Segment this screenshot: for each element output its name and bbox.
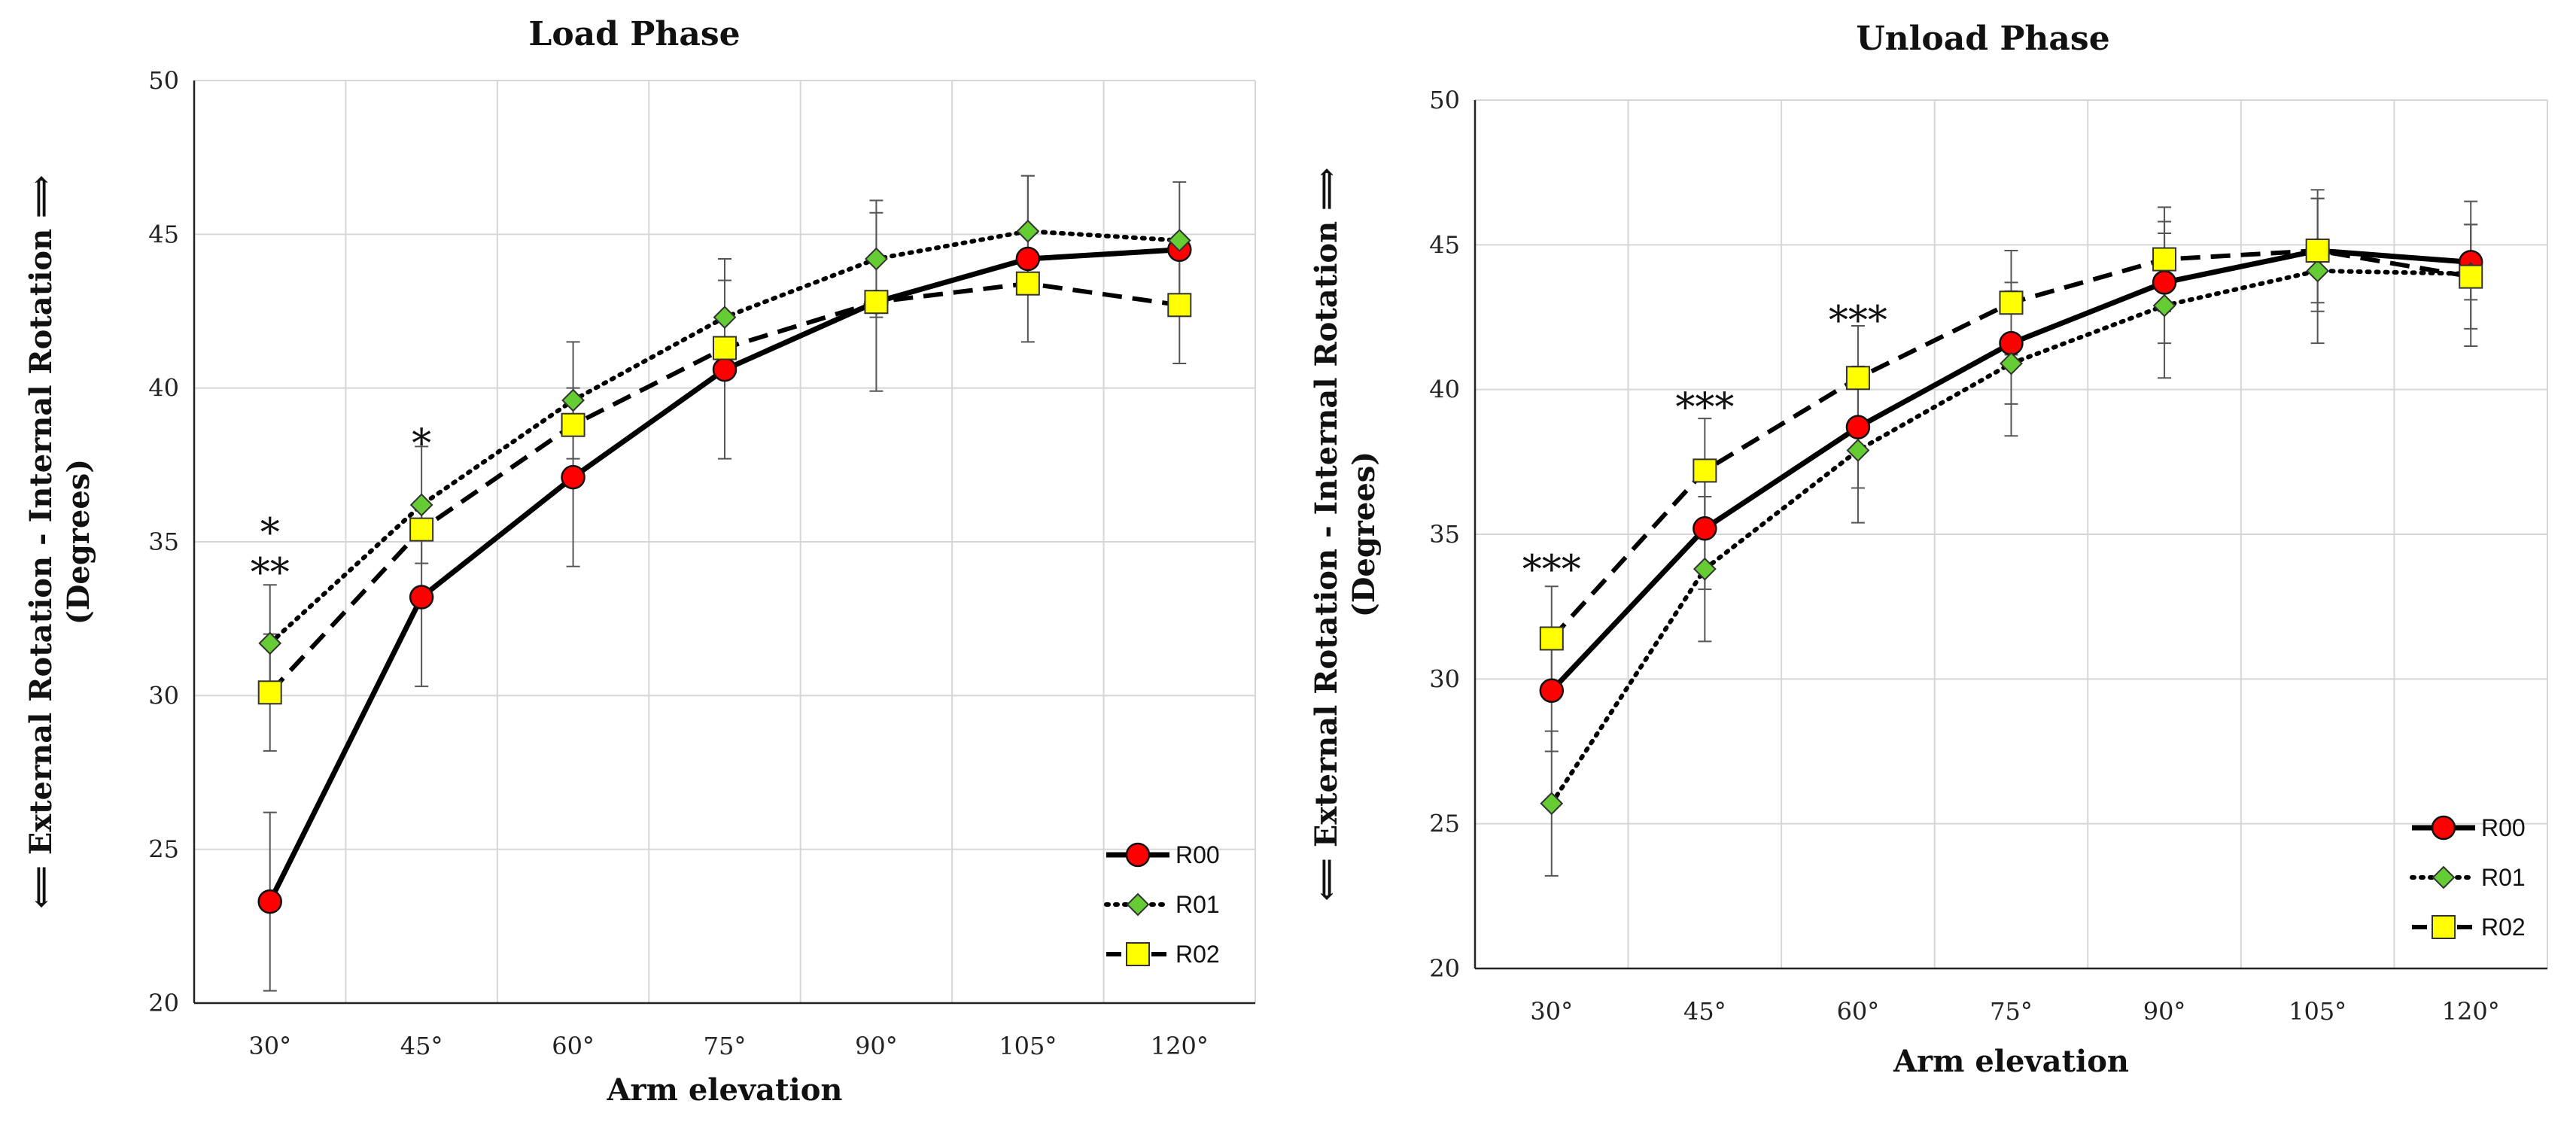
point-r00 <box>712 357 738 382</box>
x-tick-label: 120° <box>1151 1032 1209 1060</box>
x-tick-label: 75° <box>704 1032 747 1060</box>
point-r02 <box>561 412 585 437</box>
x-tick-label: 30° <box>1530 997 1573 1026</box>
chart-title: Load Phase <box>528 15 740 53</box>
y-tick-label: 20 <box>1429 954 1460 983</box>
y-tick-label: 45 <box>148 220 179 248</box>
y-tick-label: 30 <box>148 681 179 710</box>
point-r02 <box>257 680 282 705</box>
point-r00 <box>2152 270 2177 295</box>
x-tick-label: 105° <box>2289 997 2346 1026</box>
point-r00 <box>257 889 282 914</box>
point-r01 <box>409 493 433 517</box>
point-r02 <box>2459 264 2483 289</box>
unload-phase-chart: 20 25 30 35 40 45 50 30° 45° 60° 75° 90° 105° 120° Unl… <box>1309 20 2548 1079</box>
y-tick-label: 35 <box>148 528 179 556</box>
point-r01 <box>2000 351 2023 376</box>
x-axis-label: Arm elevation <box>606 1072 842 1108</box>
x-tick-label: 105° <box>999 1032 1057 1060</box>
point-r00 <box>1015 246 1041 272</box>
legend-marker-r00 <box>2431 815 2456 841</box>
x-tick-label: 45° <box>1683 997 1726 1026</box>
y-axis-label-units: (Degrees) <box>61 459 96 625</box>
legend-label-r02: R02 <box>2481 914 2526 941</box>
point-r01 <box>258 631 282 655</box>
point-r02 <box>713 336 737 360</box>
significance-marker: *** <box>1675 385 1734 430</box>
x-tick-label: 45° <box>400 1032 443 1060</box>
point-r00 <box>1999 330 2024 356</box>
point-r00 <box>561 464 585 490</box>
x-tick-label: 60° <box>1837 997 1880 1026</box>
x-tick-label: 75° <box>1990 997 2033 1026</box>
legend: R00 R01 R02 <box>1104 841 1220 968</box>
legend-label-r01: R01 <box>1175 891 1220 918</box>
point-r00 <box>1845 415 1871 439</box>
point-r01 <box>561 388 585 412</box>
x-tick-label: 60° <box>552 1032 595 1060</box>
y-tick-label: 20 <box>148 989 179 1017</box>
legend-marker-r02 <box>2432 915 2456 939</box>
y-tick-label: 45 <box>1429 230 1460 259</box>
y-tick-label: 30 <box>1429 664 1460 693</box>
point-r02 <box>1167 293 1192 318</box>
x-axis-label: Arm elevation <box>1893 1044 2129 1079</box>
point-r01 <box>2306 259 2330 283</box>
y-axis-label: ⟸ External Rotation - Internal Rotation … <box>23 175 59 909</box>
point-r02 <box>409 517 434 542</box>
point-r02 <box>2305 239 2330 263</box>
y-tick-label: 25 <box>148 835 179 864</box>
point-r01 <box>1016 219 1040 243</box>
legend-marker-r02 <box>1126 942 1150 966</box>
load-phase-chart: 20 25 30 35 40 45 50 30° 45° 60° 75° 90° 105° 120° Loa… <box>23 15 1256 1108</box>
significance-marker: *** <box>1829 299 1887 344</box>
x-tick-label: 120° <box>2442 997 2500 1026</box>
legend-label-r00: R00 <box>2481 814 2526 841</box>
point-r02 <box>1692 458 1717 483</box>
point-r00 <box>1692 516 1717 541</box>
point-r02 <box>1539 626 1564 651</box>
point-r01 <box>1692 557 1717 581</box>
point-r02 <box>1015 271 1040 296</box>
legend-label-r00: R00 <box>1175 841 1220 868</box>
legend: R00 R01 R02 <box>2410 814 2526 941</box>
point-r00 <box>409 585 434 610</box>
chart-title: Unload Phase <box>1856 20 2109 58</box>
point-r01 <box>1540 792 1564 816</box>
significance-marker: ** <box>251 551 290 596</box>
point-r01 <box>713 306 737 330</box>
significance-marker: * <box>412 421 431 467</box>
point-r01 <box>1167 229 1191 252</box>
legend-label-r02: R02 <box>1175 941 1220 968</box>
point-r02 <box>1845 366 1870 391</box>
y-tick-label: 50 <box>1429 86 1460 114</box>
point-r01 <box>865 247 888 271</box>
y-tick-label: 25 <box>1429 810 1460 838</box>
point-r02 <box>864 290 889 315</box>
point-r02 <box>1999 290 2024 315</box>
point-r01 <box>2152 293 2176 318</box>
x-tick-label: 90° <box>2143 997 2186 1026</box>
legend-marker-r00 <box>1125 842 1151 868</box>
point-r00 <box>1539 678 1565 703</box>
x-tick-label: 30° <box>248 1032 291 1060</box>
significance-marker: *** <box>1522 547 1581 592</box>
legend-marker-r01 <box>2432 865 2456 889</box>
y-tick-label: 35 <box>1429 520 1460 549</box>
y-tick-label: 40 <box>1429 376 1460 404</box>
x-tick-label: 90° <box>855 1032 898 1060</box>
significance-marker: * <box>260 511 280 556</box>
legend-marker-r01 <box>1126 892 1150 917</box>
y-tick-label: 50 <box>148 66 179 95</box>
y-axis-label: ⟸ External Rotation - Internal Rotation … <box>1309 168 1344 902</box>
y-tick-label: 40 <box>148 374 179 403</box>
point-r01 <box>1846 439 1870 462</box>
point-r02 <box>2152 247 2177 272</box>
y-axis-label-units: (Degrees) <box>1346 452 1382 617</box>
legend-label-r01: R01 <box>2481 864 2526 891</box>
